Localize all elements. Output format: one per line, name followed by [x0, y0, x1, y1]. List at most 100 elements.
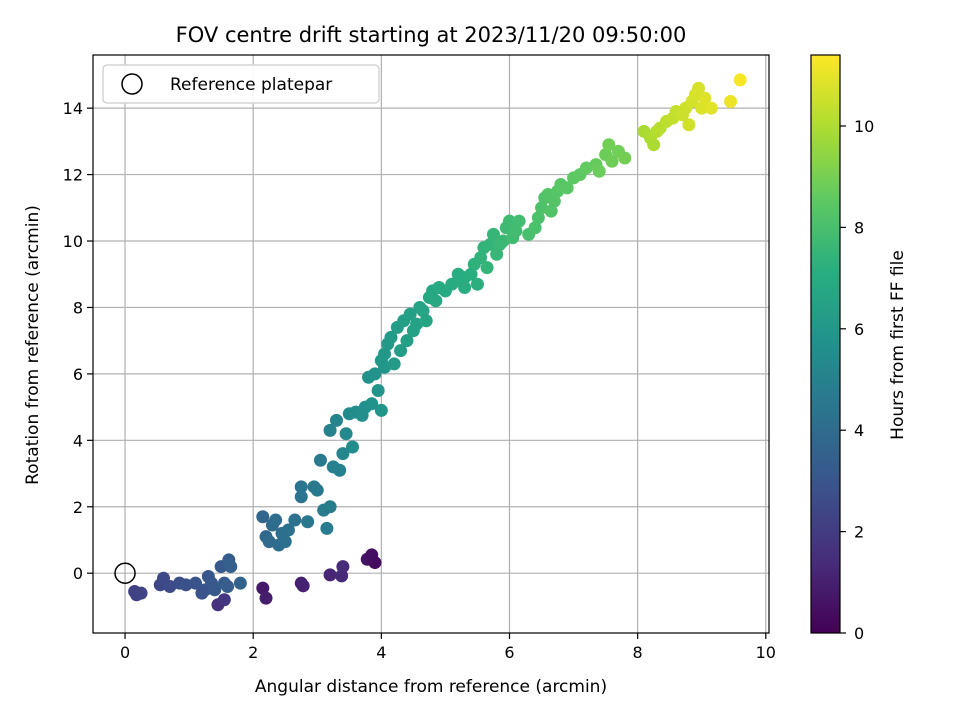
data-point [464, 267, 478, 281]
y-tick-label: 14 [63, 99, 83, 118]
data-point [301, 515, 315, 529]
data-point [221, 579, 235, 593]
data-point [368, 556, 382, 570]
data-point [256, 510, 270, 524]
data-point [387, 357, 401, 371]
data-point [195, 586, 209, 600]
data-point [618, 151, 632, 165]
colorbar-tick-label: 0 [854, 624, 864, 643]
legend-marker [121, 73, 143, 95]
data-point [480, 261, 494, 275]
data-point [339, 427, 353, 441]
data-point [208, 583, 222, 597]
data-point [336, 560, 350, 574]
y-axis-label: Rotation from reference (arcmin) [23, 205, 43, 485]
data-point [346, 440, 360, 454]
data-point [695, 101, 709, 115]
data-point [329, 413, 343, 427]
data-point [189, 576, 203, 590]
y-tick-label: 4 [73, 431, 83, 450]
data-point [394, 344, 408, 358]
colorbar-tick-label: 8 [854, 218, 864, 237]
data-point [217, 593, 231, 607]
data-point [544, 204, 558, 218]
y-tick-label: 6 [73, 365, 83, 384]
colorbar-tick-label: 2 [854, 523, 864, 542]
plot-frame [92, 54, 770, 634]
colorbar-tick-label: 4 [854, 421, 864, 440]
data-point [403, 307, 417, 321]
data-point [547, 194, 561, 208]
data-point [365, 397, 379, 411]
data-point [320, 521, 334, 535]
colorbar-label: Hours from first FF file [888, 250, 908, 440]
x-axis-label: Angular distance from reference (arcmin) [255, 677, 607, 697]
data-point [256, 581, 270, 595]
y-tick-label: 10 [63, 232, 83, 251]
x-tick-label: 2 [248, 643, 258, 662]
data-point [378, 347, 392, 361]
data-point [368, 367, 382, 381]
data-point [602, 138, 616, 152]
y-tick-label: 2 [73, 498, 83, 517]
data-point [336, 447, 350, 461]
data-point [294, 480, 308, 494]
data-point [224, 560, 238, 574]
data-point [323, 568, 337, 582]
data-point [323, 423, 337, 437]
x-tick-label: 4 [376, 643, 386, 662]
data-point [278, 535, 292, 549]
data-point [371, 384, 385, 398]
data-point [416, 304, 430, 318]
colorbar [810, 54, 841, 634]
data-point [429, 294, 443, 308]
data-point [458, 281, 472, 295]
data-point [692, 81, 706, 95]
data-point [502, 214, 516, 228]
x-tick-label: 8 [633, 643, 643, 662]
legend-box [102, 64, 380, 104]
data-point [333, 463, 347, 477]
data-point [134, 586, 148, 600]
data-point [400, 334, 414, 348]
reference-marker [114, 562, 136, 584]
data-point [647, 138, 661, 152]
data-point [486, 227, 500, 241]
data-point [704, 101, 718, 115]
data-point [310, 483, 324, 497]
data-point [179, 578, 193, 592]
data-point [374, 403, 388, 417]
x-tick-label: 10 [756, 643, 776, 662]
data-point [296, 579, 310, 593]
data-point [733, 73, 747, 87]
colorbar-tick-label: 6 [854, 320, 864, 339]
data-point [294, 490, 308, 504]
legend-label: Reference platepar [170, 75, 332, 95]
data-point [509, 224, 523, 238]
data-point [419, 314, 433, 328]
y-tick-label: 12 [63, 166, 83, 185]
data-point [531, 211, 545, 225]
data-point [560, 181, 574, 195]
data-point [490, 247, 504, 261]
data-point [313, 453, 327, 467]
data-point [384, 330, 398, 344]
y-tick-label: 8 [73, 298, 83, 317]
data-point [682, 118, 696, 132]
data-point [470, 277, 484, 291]
data-point [233, 576, 247, 590]
data-point [592, 164, 606, 178]
data-point [474, 251, 488, 265]
data-point [259, 591, 273, 605]
data-point [512, 214, 526, 228]
x-tick-label: 6 [504, 643, 514, 662]
data-point [605, 154, 619, 168]
data-point [483, 237, 497, 251]
x-tick-label: 0 [120, 643, 130, 662]
chart-title: FOV centre drift starting at 2023/11/20 … [176, 23, 687, 47]
colorbar-tick-label: 10 [854, 117, 874, 136]
data-point [323, 500, 337, 514]
data-point [281, 523, 295, 537]
data-point [528, 221, 542, 235]
